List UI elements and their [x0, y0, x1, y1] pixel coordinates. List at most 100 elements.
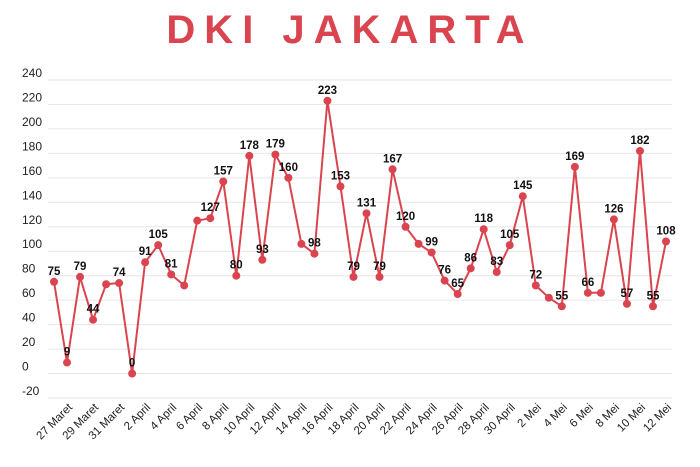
- data-point: [206, 214, 215, 223]
- data-point: [180, 281, 189, 290]
- data-point: [583, 288, 592, 297]
- data-point: [193, 216, 202, 225]
- data-point: [284, 173, 293, 182]
- y-tick-label: 0: [22, 360, 29, 374]
- data-label: 118: [474, 213, 493, 225]
- data-label: 83: [490, 256, 503, 268]
- data-point: [479, 225, 488, 234]
- data-point: [505, 241, 514, 250]
- data-label: 55: [555, 290, 568, 302]
- data-point: [375, 272, 384, 281]
- data-point: [648, 302, 657, 311]
- data-point: [492, 268, 501, 277]
- y-tick-label: 220: [22, 90, 42, 104]
- data-label: 72: [529, 269, 542, 281]
- data-point: [401, 222, 410, 231]
- data-label: 120: [396, 211, 415, 223]
- data-label: 145: [513, 180, 533, 192]
- data-point: [258, 255, 267, 264]
- data-label: 169: [565, 151, 584, 163]
- data-label: 182: [630, 135, 649, 147]
- y-tick-label: 120: [22, 213, 42, 227]
- y-tick-label: 160: [22, 164, 42, 178]
- data-label: 79: [347, 261, 360, 273]
- x-tick-label: 4 April: [148, 402, 179, 433]
- data-point: [115, 279, 124, 288]
- data-label: 9: [64, 347, 70, 359]
- data-label: 86: [464, 252, 477, 264]
- y-tick-label: 180: [22, 139, 42, 153]
- data-label: 55: [647, 290, 660, 302]
- data-point: [141, 258, 150, 267]
- data-point: [414, 239, 423, 248]
- data-label: 179: [266, 139, 285, 151]
- data-label: 79: [373, 261, 386, 273]
- data-point: [362, 209, 371, 218]
- data-point: [271, 150, 280, 159]
- y-tick-label: 80: [22, 262, 36, 276]
- data-point: [50, 277, 58, 286]
- x-tick-label: 6 Mei: [568, 402, 596, 430]
- y-tick-label: 200: [22, 115, 42, 129]
- data-point: [219, 177, 228, 186]
- data-label: 44: [87, 304, 100, 316]
- data-point: [518, 192, 527, 201]
- data-label: 91: [139, 246, 152, 258]
- data-point: [232, 271, 241, 280]
- x-tick-label: 10 Mei: [615, 402, 648, 435]
- data-point: [388, 165, 397, 174]
- data-point: [531, 281, 540, 290]
- data-label: 131: [357, 197, 377, 209]
- data-label: 76: [438, 265, 451, 277]
- data-point: [76, 272, 85, 281]
- data-label: 223: [318, 85, 337, 97]
- data-label: 66: [581, 277, 594, 289]
- data-point: [128, 369, 137, 378]
- y-tick-label: 100: [22, 237, 42, 251]
- data-label: 81: [165, 258, 178, 270]
- y-tick-label: 60: [22, 286, 36, 300]
- data-point: [89, 315, 98, 324]
- data-point: [596, 288, 605, 297]
- data-point: [609, 215, 618, 224]
- data-label: 74: [113, 267, 126, 279]
- data-label: 93: [256, 244, 269, 256]
- data-point: [440, 276, 449, 285]
- data-point: [557, 302, 566, 311]
- x-tick-label: 12 Mei: [641, 402, 674, 435]
- data-point: [63, 358, 72, 367]
- data-label: 153: [331, 170, 350, 182]
- data-label: 126: [604, 203, 623, 215]
- data-point: [453, 290, 462, 299]
- data-point: [323, 96, 332, 105]
- y-tick-label: 140: [22, 188, 42, 202]
- data-point: [297, 239, 306, 248]
- data-point: [544, 293, 553, 302]
- data-label: 105: [500, 229, 520, 241]
- y-tick-label: 240: [22, 66, 42, 80]
- data-label: 108: [656, 225, 676, 237]
- data-point: [622, 299, 631, 308]
- data-label: 79: [74, 261, 87, 273]
- data-point: [635, 146, 644, 155]
- data-point: [102, 280, 111, 289]
- x-tick-label: 2 Mei: [516, 402, 544, 430]
- y-tick-label: -20: [22, 384, 40, 398]
- data-label: 65: [451, 278, 464, 290]
- data-label: 167: [383, 153, 402, 165]
- data-point: [336, 182, 345, 191]
- data-point: [154, 241, 163, 250]
- data-point: [310, 249, 319, 258]
- data-point: [427, 248, 436, 257]
- y-tick-label: 20: [22, 335, 36, 349]
- data-label: 0: [129, 358, 135, 370]
- y-tick-label: 40: [22, 311, 36, 325]
- data-point: [167, 270, 176, 279]
- data-point: [466, 264, 475, 273]
- data-label: 105: [149, 229, 169, 241]
- data-label: 99: [425, 236, 438, 248]
- data-point: [349, 272, 358, 281]
- data-label: 57: [621, 288, 634, 300]
- data-point: [245, 151, 254, 160]
